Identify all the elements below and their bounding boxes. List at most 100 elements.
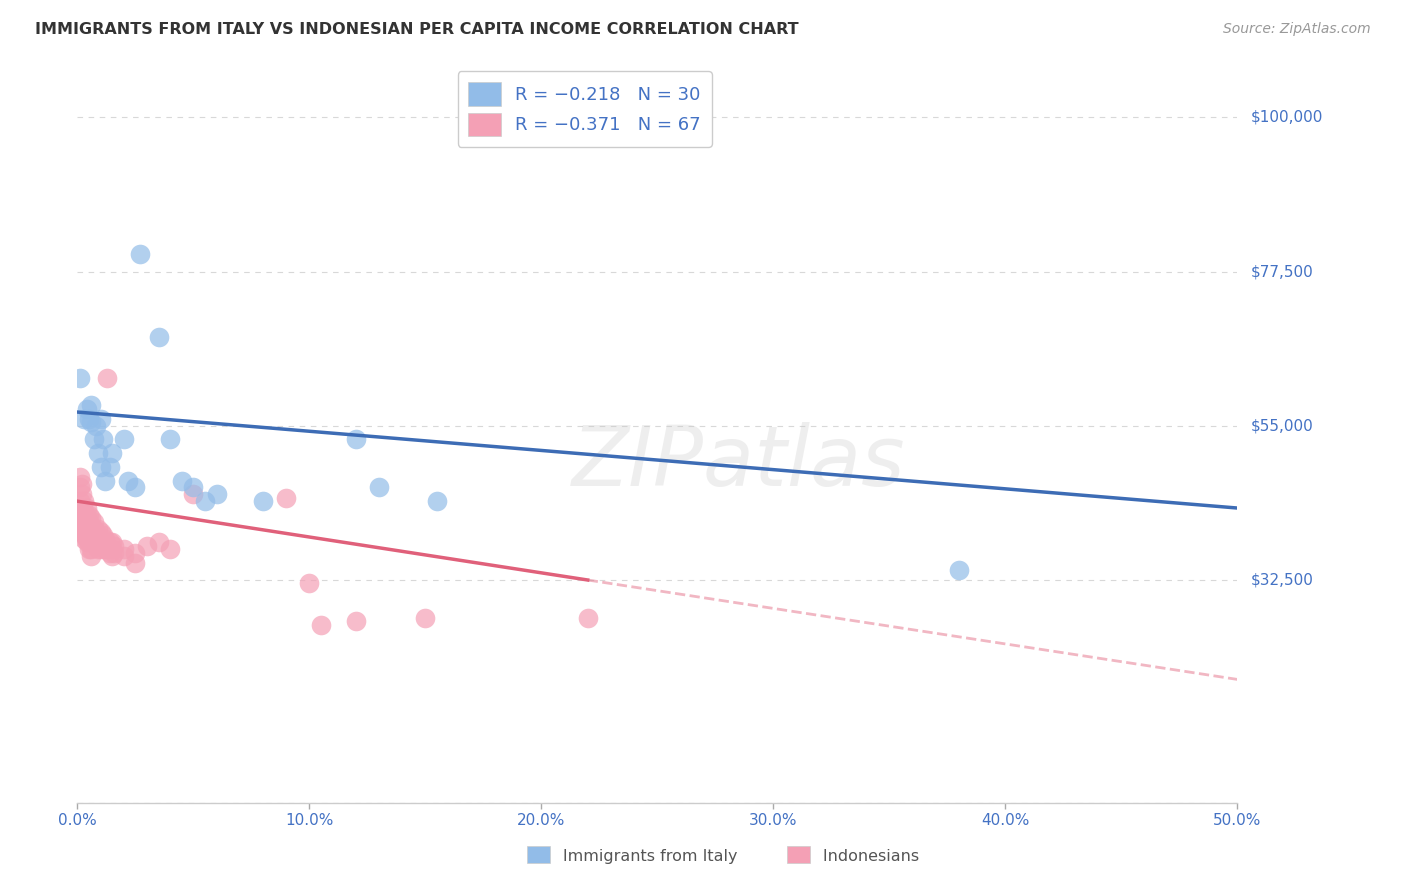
Point (70, 515, 93, 529)
Point (205, 487, 228, 501)
Point (413, 610, 436, 624)
Point (101, 446, 124, 460)
Point (69, 480, 91, 494)
Text: IMMIGRANTS FROM ITALY VS INDONESIAN PER CAPITA INCOME CORRELATION CHART: IMMIGRANTS FROM ITALY VS INDONESIAN PER … (35, 22, 799, 37)
Point (159, 542, 181, 557)
Point (368, 480, 391, 494)
Point (101, 542, 124, 557)
Point (84, 535, 107, 549)
Point (148, 329, 170, 343)
Point (124, 556, 146, 570)
Text: Source: ZipAtlas.com: Source: ZipAtlas.com (1223, 22, 1371, 37)
Point (83, 515, 105, 529)
Point (87, 522, 110, 536)
Text: $100,000: $100,000 (1251, 110, 1323, 125)
Point (73, 494, 96, 508)
Point (73, 522, 96, 536)
Point (69, 371, 91, 385)
Point (76, 535, 98, 549)
Point (91, 433, 114, 447)
Point (73, 504, 96, 518)
Point (426, 494, 449, 508)
Text: Indonesians: Indonesians (787, 849, 920, 863)
Point (96, 371, 118, 385)
Point (80, 522, 103, 536)
Point (117, 474, 139, 488)
Point (94, 474, 117, 488)
Point (91, 528, 114, 542)
Point (80, 415, 103, 429)
Point (344, 614, 367, 628)
Point (77, 535, 100, 549)
Point (274, 491, 298, 505)
Point (76, 532, 98, 546)
Point (69, 470, 91, 484)
Point (112, 433, 135, 447)
Point (80, 542, 103, 557)
Point (69, 494, 91, 508)
Text: ZIPatlas: ZIPatlas (572, 422, 905, 503)
Point (344, 433, 367, 447)
Point (148, 535, 170, 549)
Point (77, 508, 100, 522)
Point (948, 563, 970, 577)
Point (124, 545, 146, 559)
Point (76, 511, 98, 525)
Text: $55,000: $55,000 (1251, 418, 1315, 434)
Point (70, 477, 93, 491)
Point (76, 524, 98, 539)
Point (94, 532, 117, 546)
Point (159, 433, 181, 447)
Point (87, 532, 110, 546)
Point (112, 542, 135, 557)
Point (101, 549, 124, 563)
Point (70, 522, 93, 536)
Point (70, 501, 93, 516)
Text: $77,500: $77,500 (1251, 264, 1315, 279)
Point (91, 535, 114, 549)
Point (183, 480, 205, 494)
Point (77, 515, 100, 529)
Point (84, 418, 107, 433)
Point (73, 528, 96, 542)
Point (94, 542, 117, 557)
Point (252, 494, 274, 508)
Point (76, 401, 98, 416)
Point (76, 518, 98, 533)
Point (90, 459, 111, 474)
Point (73, 518, 96, 533)
Point (183, 487, 205, 501)
Point (103, 539, 125, 553)
Point (309, 617, 332, 632)
Point (194, 494, 217, 508)
Point (129, 247, 152, 261)
Point (77, 542, 100, 557)
Point (90, 524, 111, 539)
Point (77, 412, 100, 426)
Point (87, 542, 110, 557)
Point (84, 524, 107, 539)
Point (112, 549, 135, 563)
Point (80, 528, 103, 542)
Point (70, 524, 93, 539)
Point (94, 539, 117, 553)
Point (87, 446, 110, 460)
Point (98, 535, 121, 549)
Legend: R = −0.218   N = 30, R = −0.371   N = 67: R = −0.218 N = 30, R = −0.371 N = 67 (457, 71, 711, 147)
Point (80, 398, 103, 412)
Point (76, 501, 98, 516)
Point (98, 459, 121, 474)
Point (90, 542, 111, 557)
Point (83, 535, 105, 549)
Point (98, 545, 121, 559)
Point (73, 532, 96, 546)
Point (80, 511, 103, 525)
Text: $32,500: $32,500 (1251, 573, 1315, 588)
Point (103, 545, 125, 559)
Point (73, 412, 96, 426)
Point (70, 508, 93, 522)
Point (90, 412, 111, 426)
Point (77, 524, 100, 539)
Text: Immigrants from Italy: Immigrants from Italy (527, 849, 738, 863)
Point (73, 511, 96, 525)
